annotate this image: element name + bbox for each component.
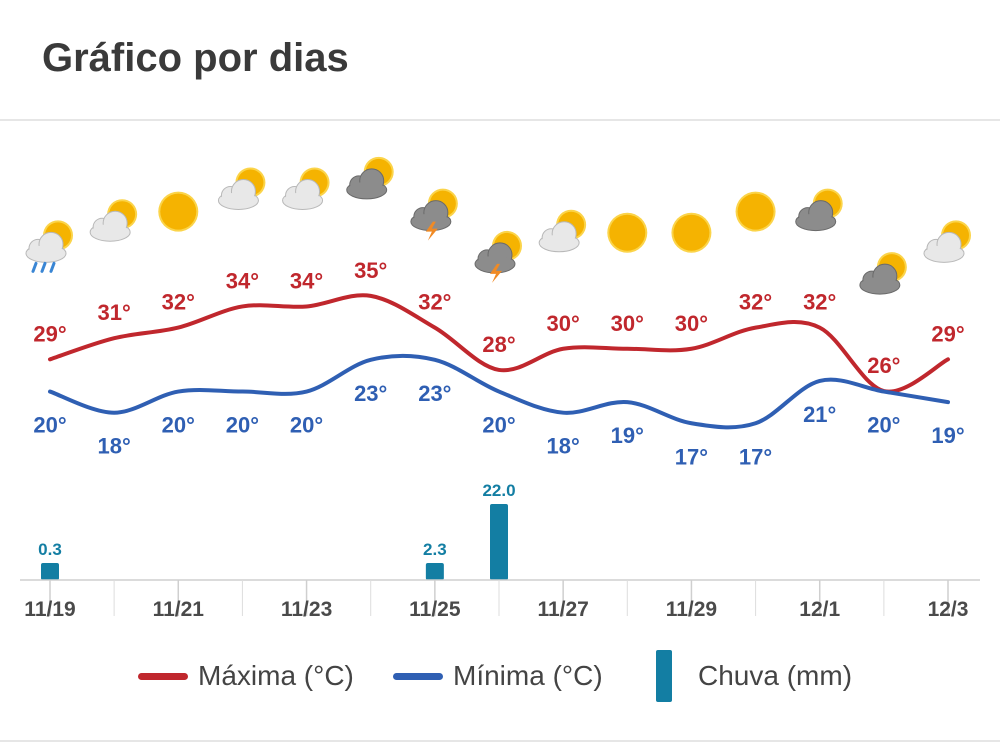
cloud-shape [538,221,580,253]
footer-divider [0,740,1000,742]
sun-disc [160,193,197,230]
max-temp-label: 29° [931,321,964,346]
weather-icon-sun-storm [410,188,458,241]
x-tick-label: 11/19 [24,598,75,621]
rain-drop [49,261,56,273]
min-temp-label: 18° [547,434,580,459]
max-temp-label: 34° [290,268,323,293]
max-temp-label: 32° [739,290,772,315]
max-temp-label: 30° [675,311,708,336]
lightning-bolt [425,221,438,241]
min-temp-label: 18° [98,434,131,459]
weather-icon-sun-cloud [282,167,330,210]
weather-icon-sun-storm [474,230,522,283]
cloud-shape [217,178,259,210]
max-temp-label: 30° [547,311,580,336]
legend-max-label: Máxima (°C) [198,660,354,691]
rain-value-label: 22.0 [482,481,515,500]
min-temp-label: 23° [418,381,451,406]
x-tick-label: 11/23 [281,598,332,621]
cloud-shape [923,231,965,263]
weather-icon-sun-dark-cloud [859,252,907,295]
max-temp-label: 32° [803,290,836,315]
rain-value-label: 2.3 [423,540,447,559]
legend-min-swatch [393,672,443,680]
sun-disc [737,193,774,230]
rain-bar [425,563,444,580]
weather-icon-sun-cloud [89,199,138,242]
weather-icon-sun-cloud [923,220,971,263]
max-temp-label: 34° [226,268,259,293]
weather-icon-sun [607,212,648,253]
rain-value-label: 0.3 [38,540,62,559]
min-temp-label: 20° [33,413,66,438]
min-temp-label: 23° [354,381,387,406]
min-temp-label: 19° [931,423,964,448]
max-temp-label: 35° [354,258,387,283]
min-temp-line [48,353,950,430]
cloud-shape [282,178,324,210]
rain-drop [40,261,47,273]
cloud-shape [410,200,452,232]
max-temp-label: 30° [611,311,644,336]
min-temp-label: 17° [739,444,772,469]
min-temp-label: 20° [482,413,515,438]
cloud-shape [25,231,67,263]
weather-icon-sun-dark-cloud [346,156,394,200]
min-temp-label: 20° [162,413,195,438]
x-tick-label: 11/25 [409,598,461,621]
max-temp-label: 32° [418,290,451,315]
x-tick-label: 12/1 [799,598,840,621]
weather-chart: 29° 31° 32° 34° 34° 35° 32° 28° 30° 30° 30° 32° 32° 2… [20,156,980,621]
min-temp-label: 19° [611,423,644,448]
weather-icon-sun-cloud-rain [25,220,73,273]
cloud-shape [346,168,388,200]
lightning-bolt [490,263,502,283]
weather-icon-sun [735,191,776,232]
max-temp-label: 32° [162,290,195,315]
max-temp-label: 28° [482,332,515,357]
weather-icon-sun-dark-cloud [795,188,843,232]
max-temp-label: 26° [867,353,900,378]
cloud-shape [795,200,837,232]
max-temp-line [48,293,950,394]
rain-drop [31,261,38,273]
weather-icon-sun-cloud [217,167,266,210]
max-temp-label: 31° [98,300,131,325]
x-tick-label: 11/29 [666,598,717,621]
rain-bar [41,563,59,580]
weather-icon-sun [671,212,712,253]
chart-legend: Máxima (°C) Mínima (°C) Chuva (mm) [0,648,1000,704]
legend-min-label: Mínima (°C) [453,660,603,691]
legend-rain-swatch [656,650,672,702]
weather-icon-sun-cloud [538,209,587,253]
max-temp-label: 29° [33,321,66,346]
cloud-shape [859,263,901,295]
x-tick-label: 12/3 [928,598,969,621]
x-tick-label: 11/27 [537,598,588,621]
min-temp-label: 20° [290,413,323,438]
min-temp-label: 21° [803,402,836,427]
legend-min[interactable]: Mínima (°C) [393,648,603,704]
min-temp-label: 17° [675,444,708,469]
header-divider [0,119,1000,121]
cloud-shape [89,210,131,242]
min-temp-label: 20° [867,413,900,438]
weather-icon-sun [158,191,199,232]
legend-rain[interactable]: Chuva (mm) [656,648,852,704]
legend-max[interactable]: Máxima (°C) [138,648,354,704]
sun-disc [609,214,646,251]
page-title: Gráfico por dias [42,36,349,80]
legend-max-swatch [138,672,188,680]
sun-disc [673,214,710,251]
legend-rain-label: Chuva (mm) [698,660,853,691]
min-temp-label: 20° [226,413,259,438]
x-tick-label: 11/21 [153,598,205,621]
cloud-shape [474,242,516,274]
rain-bar [490,504,508,580]
